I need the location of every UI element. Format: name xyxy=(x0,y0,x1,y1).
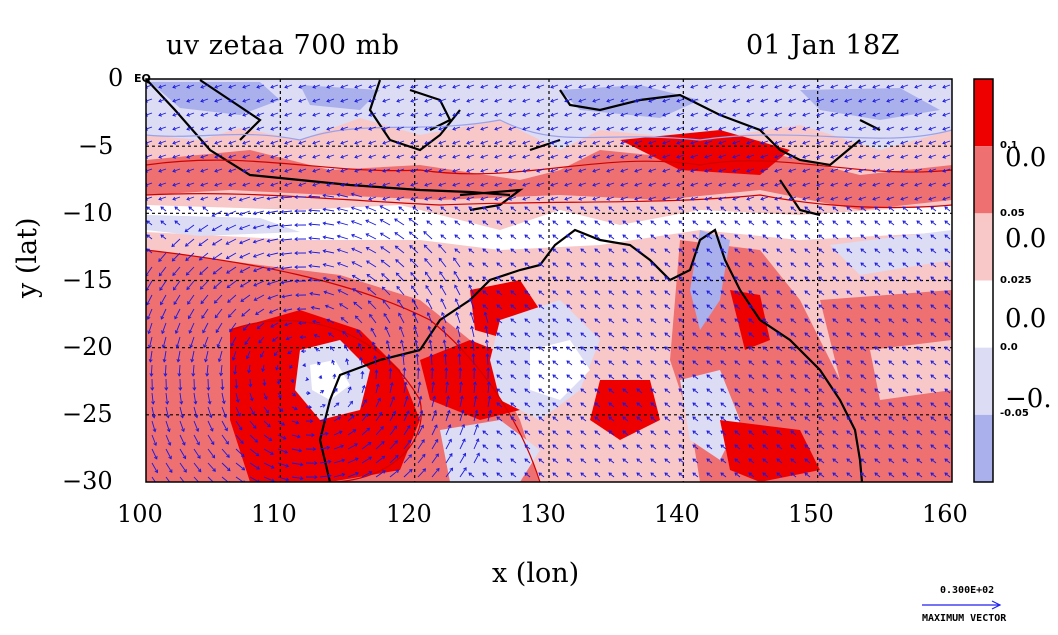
wind-vector xyxy=(473,354,474,365)
colorbar-segment xyxy=(974,213,993,280)
colorbar-label: 0.025 xyxy=(1000,275,1032,286)
equator-label: EQ xyxy=(134,72,151,85)
colorbar-big-label: −0. xyxy=(1005,384,1052,414)
vorticity-field xyxy=(145,79,952,486)
y-axis-label: y (lat) xyxy=(12,218,43,299)
wind-vector xyxy=(404,368,405,379)
map-date: 01 Jan 18Z xyxy=(746,30,900,61)
x-tick-label: 160 xyxy=(922,500,968,528)
x-axis-label: x (lon) xyxy=(492,558,579,589)
max-vector-value: 0.300E+02 xyxy=(940,585,994,596)
y-tick-label: −10 xyxy=(62,199,113,227)
wind-vector xyxy=(487,354,488,365)
y-tick-label: −20 xyxy=(62,333,113,361)
y-tick-label: −30 xyxy=(62,467,113,495)
colorbar-label: 0.0 xyxy=(1000,342,1018,353)
y-tick-label: −5 xyxy=(78,132,113,160)
colorbar-segment xyxy=(974,415,993,482)
colorbar-big-label: 0.0 xyxy=(1005,224,1046,254)
y-tick-label: 0 xyxy=(108,64,123,92)
colorbar-segment xyxy=(974,281,993,348)
colorbar-label: 0.05 xyxy=(1000,208,1025,219)
colorbar-big-label: 0.0 xyxy=(1005,143,1046,173)
x-tick-label: 110 xyxy=(251,500,297,528)
map-title: uv zetaa 700 mb xyxy=(166,30,400,61)
colorbar-segment xyxy=(974,348,993,415)
colorbar-segment xyxy=(974,146,993,213)
max-vector-label: MAXIMUM VECTOR xyxy=(922,613,1006,624)
colorbar xyxy=(974,79,993,482)
x-tick-label: 140 xyxy=(654,500,700,528)
colorbar-segment xyxy=(974,79,993,146)
wind-vector xyxy=(222,379,223,390)
x-tick-label: 120 xyxy=(386,500,432,528)
x-tick-label: 150 xyxy=(788,500,834,528)
x-tick-label: 100 xyxy=(117,500,163,528)
x-tick-label: 130 xyxy=(520,500,566,528)
y-tick-label: −25 xyxy=(62,400,113,428)
colorbar-big-label: 0.0 xyxy=(1005,304,1046,334)
wind-vector xyxy=(390,369,391,379)
y-tick-label: −15 xyxy=(62,266,113,294)
